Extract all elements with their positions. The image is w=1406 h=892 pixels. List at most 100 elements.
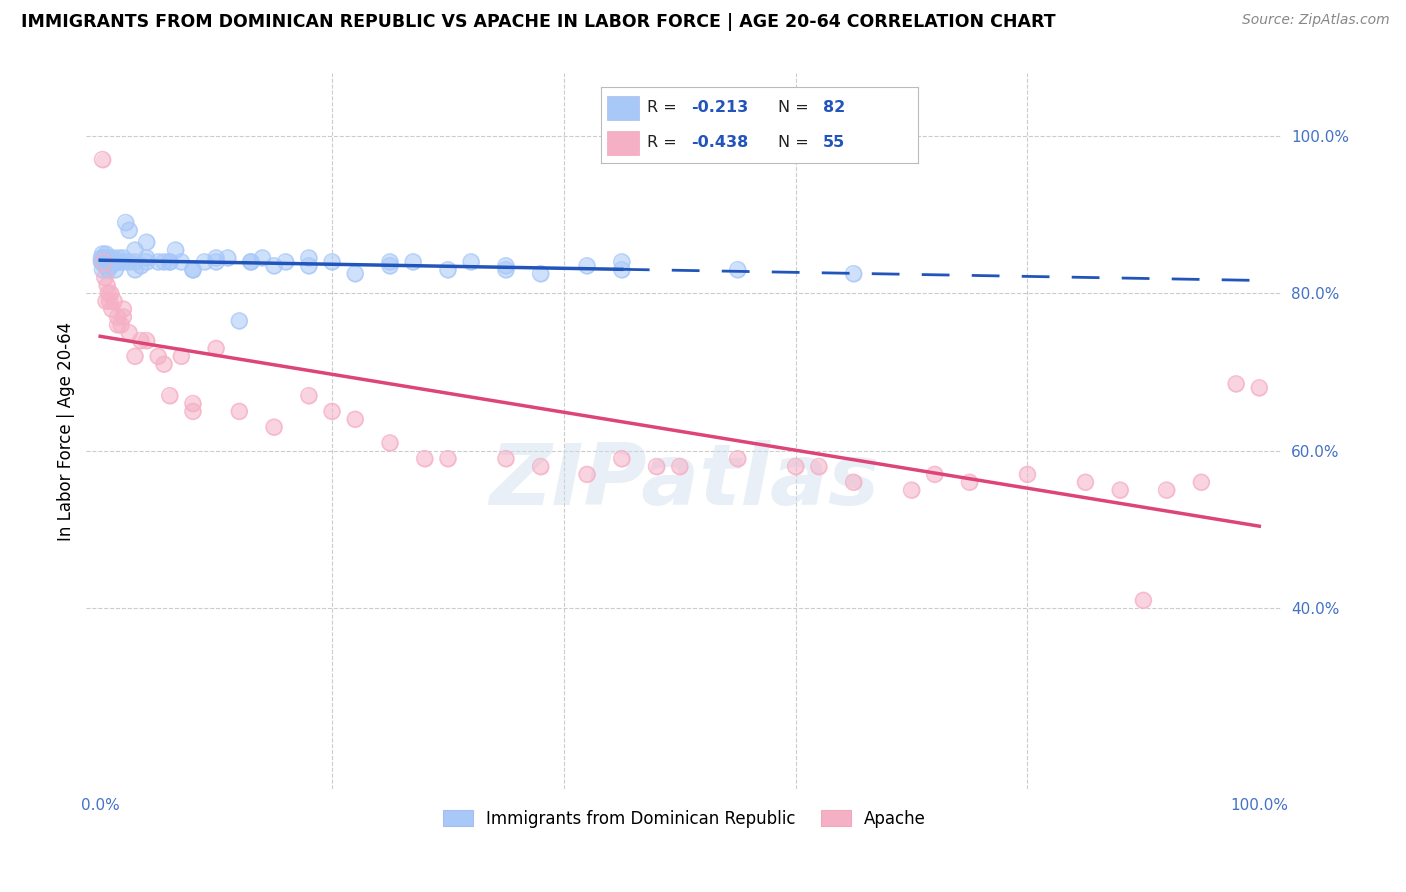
Point xyxy=(107,318,129,332)
Point xyxy=(97,255,120,269)
Point xyxy=(228,314,250,328)
Point xyxy=(495,262,517,277)
Point xyxy=(576,467,599,482)
Point xyxy=(91,255,114,269)
Point xyxy=(344,267,367,281)
Point xyxy=(103,294,125,309)
Point xyxy=(135,255,157,269)
Point xyxy=(103,255,125,269)
Point xyxy=(98,251,121,265)
Point xyxy=(668,459,690,474)
Point xyxy=(94,247,117,261)
Point xyxy=(181,396,204,410)
Point xyxy=(114,215,136,229)
Point xyxy=(437,451,460,466)
Point xyxy=(170,349,193,363)
Point xyxy=(413,451,436,466)
Point xyxy=(1225,376,1247,391)
Point xyxy=(228,314,250,328)
Point xyxy=(135,251,157,265)
Point xyxy=(107,251,129,265)
Point xyxy=(91,262,114,277)
Point xyxy=(1249,381,1271,395)
Point xyxy=(205,255,228,269)
Point xyxy=(495,451,517,466)
Point xyxy=(118,255,141,269)
Point xyxy=(727,451,749,466)
Point xyxy=(252,251,274,265)
Point xyxy=(298,251,321,265)
Point xyxy=(91,247,114,261)
Point xyxy=(900,483,922,497)
Point xyxy=(239,255,262,269)
Point xyxy=(402,255,425,269)
Point xyxy=(91,255,114,269)
Point xyxy=(807,459,830,474)
Point xyxy=(252,251,274,265)
Point xyxy=(645,459,668,474)
Point xyxy=(124,243,146,257)
Point xyxy=(842,267,865,281)
Point xyxy=(344,267,367,281)
Point xyxy=(1017,467,1039,482)
Point xyxy=(378,255,401,269)
Point xyxy=(263,420,285,434)
Point xyxy=(97,286,120,301)
Point xyxy=(159,255,181,269)
Point xyxy=(298,389,321,403)
Point xyxy=(110,255,132,269)
Point xyxy=(94,294,117,309)
Point xyxy=(727,262,749,277)
Point xyxy=(118,223,141,237)
Point xyxy=(101,302,124,317)
Point xyxy=(90,251,112,265)
Point xyxy=(900,483,922,497)
Point xyxy=(263,420,285,434)
Point xyxy=(94,294,117,309)
Point xyxy=(159,389,181,403)
Point xyxy=(924,467,946,482)
Legend: Immigrants from Dominican Republic, Apache: Immigrants from Dominican Republic, Apac… xyxy=(436,804,932,835)
Point xyxy=(205,342,228,356)
Point xyxy=(165,243,187,257)
Point xyxy=(668,459,690,474)
Point xyxy=(610,262,633,277)
Point xyxy=(495,259,517,273)
Point xyxy=(118,223,141,237)
Point xyxy=(807,459,830,474)
Point xyxy=(107,255,129,269)
Point xyxy=(205,342,228,356)
Point xyxy=(785,459,807,474)
Point xyxy=(124,262,146,277)
Point xyxy=(170,255,193,269)
Point xyxy=(205,251,228,265)
Point xyxy=(101,255,124,269)
Point xyxy=(124,349,146,363)
Point xyxy=(181,396,204,410)
Point xyxy=(101,255,124,269)
Point xyxy=(159,255,181,269)
Point xyxy=(110,318,132,332)
Point xyxy=(91,255,114,269)
Point xyxy=(107,310,129,324)
Point xyxy=(1189,475,1212,490)
Point xyxy=(530,267,553,281)
Point xyxy=(495,262,517,277)
Point xyxy=(98,255,121,269)
Point xyxy=(378,259,401,273)
Point xyxy=(91,153,114,167)
Point xyxy=(98,255,121,269)
Point xyxy=(205,255,228,269)
Point xyxy=(90,251,112,265)
Point xyxy=(437,451,460,466)
Point xyxy=(1109,483,1132,497)
Point xyxy=(107,255,129,269)
Point xyxy=(378,255,401,269)
Point xyxy=(274,255,297,269)
Point xyxy=(321,255,343,269)
Point xyxy=(437,262,460,277)
Point xyxy=(98,255,121,269)
Point xyxy=(842,267,865,281)
Point xyxy=(118,326,141,340)
Point xyxy=(610,255,633,269)
